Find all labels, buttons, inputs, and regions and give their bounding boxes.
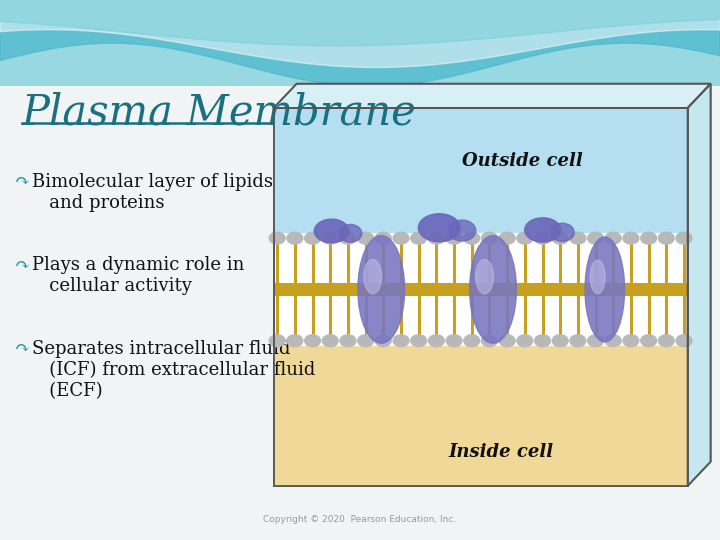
Circle shape: [464, 335, 480, 347]
Circle shape: [287, 232, 303, 244]
Circle shape: [287, 335, 303, 347]
Circle shape: [323, 232, 338, 244]
Text: Bimolecular layer of lipids
   and proteins: Bimolecular layer of lipids and proteins: [32, 173, 274, 212]
Circle shape: [517, 335, 533, 347]
Ellipse shape: [364, 259, 382, 294]
Circle shape: [588, 335, 603, 347]
Circle shape: [534, 232, 550, 244]
Ellipse shape: [525, 218, 561, 242]
Circle shape: [446, 335, 462, 347]
Polygon shape: [274, 346, 688, 486]
Circle shape: [358, 232, 374, 244]
Circle shape: [269, 232, 285, 244]
Polygon shape: [274, 108, 688, 486]
Ellipse shape: [590, 260, 606, 294]
Ellipse shape: [449, 220, 476, 241]
Circle shape: [340, 232, 356, 244]
Circle shape: [340, 335, 356, 347]
Polygon shape: [688, 84, 711, 486]
Ellipse shape: [418, 214, 460, 242]
Text: ↷: ↷: [14, 173, 30, 191]
Circle shape: [428, 232, 444, 244]
Circle shape: [446, 232, 462, 244]
Circle shape: [676, 335, 692, 347]
Circle shape: [358, 335, 374, 347]
Circle shape: [428, 335, 444, 347]
Ellipse shape: [339, 225, 362, 242]
Circle shape: [552, 232, 568, 244]
Circle shape: [517, 232, 533, 244]
FancyBboxPatch shape: [274, 283, 688, 296]
Circle shape: [411, 335, 427, 347]
Circle shape: [570, 335, 586, 347]
Circle shape: [606, 335, 621, 347]
Circle shape: [464, 232, 480, 244]
Circle shape: [393, 335, 409, 347]
Circle shape: [305, 232, 320, 244]
Circle shape: [623, 335, 639, 347]
Circle shape: [375, 232, 391, 244]
Ellipse shape: [476, 259, 493, 294]
Ellipse shape: [551, 223, 575, 241]
Circle shape: [641, 335, 657, 347]
Circle shape: [623, 232, 639, 244]
Circle shape: [393, 232, 409, 244]
Text: Plasma Membrane: Plasma Membrane: [22, 92, 416, 134]
Polygon shape: [274, 84, 711, 108]
Circle shape: [499, 232, 515, 244]
Circle shape: [305, 335, 320, 347]
Circle shape: [658, 335, 674, 347]
Circle shape: [570, 232, 586, 244]
Circle shape: [499, 335, 515, 347]
Circle shape: [588, 232, 603, 244]
Circle shape: [482, 232, 498, 244]
Circle shape: [269, 335, 285, 347]
Circle shape: [676, 232, 692, 244]
Text: Outside cell: Outside cell: [462, 152, 582, 170]
FancyBboxPatch shape: [0, 0, 720, 86]
Text: Plays a dynamic role in
   cellular activity: Plays a dynamic role in cellular activit…: [32, 256, 245, 295]
Polygon shape: [274, 108, 688, 233]
Circle shape: [658, 232, 674, 244]
Ellipse shape: [314, 219, 349, 243]
Text: Inside cell: Inside cell: [449, 443, 554, 461]
Circle shape: [411, 232, 427, 244]
Ellipse shape: [358, 235, 405, 343]
Circle shape: [323, 335, 338, 347]
Text: Separates intracellular fluid
   (ICF) from extracellular fluid
   (ECF): Separates intracellular fluid (ICF) from…: [32, 340, 316, 400]
Circle shape: [552, 335, 568, 347]
Circle shape: [482, 335, 498, 347]
Circle shape: [375, 335, 391, 347]
Circle shape: [606, 232, 621, 244]
Text: ↷: ↷: [14, 256, 30, 274]
Text: ↷: ↷: [14, 340, 30, 358]
Circle shape: [534, 335, 550, 347]
Circle shape: [641, 232, 657, 244]
Text: Copyright © 2020  Pearson Education, Inc.: Copyright © 2020 Pearson Education, Inc.: [264, 515, 456, 524]
Ellipse shape: [585, 237, 624, 342]
Ellipse shape: [469, 235, 516, 343]
